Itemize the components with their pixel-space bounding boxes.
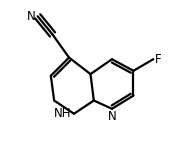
Text: N: N xyxy=(108,110,116,123)
Text: N: N xyxy=(27,10,36,23)
Text: F: F xyxy=(155,53,162,66)
Text: NH: NH xyxy=(54,107,71,120)
